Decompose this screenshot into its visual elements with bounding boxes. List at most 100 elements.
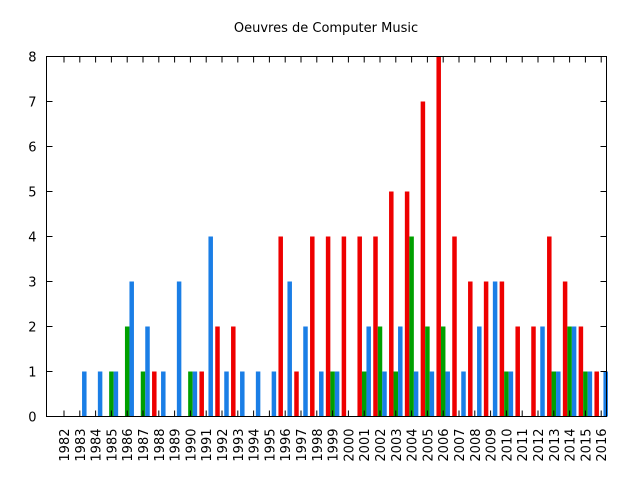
- bar-1995-series-3: [271, 371, 277, 417]
- x-tick-label: 1993: [232, 429, 247, 462]
- x-tick-label: 1991: [200, 429, 215, 462]
- bar-1997-series-3: [303, 326, 308, 417]
- x-tick-label: 2007: [453, 429, 468, 462]
- x-tick-label: 1994: [248, 429, 263, 462]
- y-axis: 0 1 2 3 4 5 6 7 8: [28, 51, 607, 426]
- bar-2000-series-1: [341, 236, 347, 417]
- x-tick-label: 2003: [390, 429, 405, 462]
- x-tick-label: 2012: [532, 429, 547, 462]
- chart-title: Oeuvres de Computer Music: [234, 21, 418, 36]
- bar-1999-series-1: [325, 236, 331, 417]
- x-tick-label: 1982: [58, 429, 73, 462]
- bar-2009-series-1: [483, 281, 489, 417]
- bar-1992-series-3: [224, 371, 229, 417]
- bar-1986-series-3: [129, 281, 134, 417]
- bar-2004-series-2: [409, 236, 414, 417]
- bar-1986-series-2: [124, 326, 130, 417]
- bars: [82, 56, 608, 417]
- bar-1997-series-1: [294, 371, 299, 417]
- plot-frame: [46, 56, 607, 417]
- bar-2005-series-3: [429, 371, 435, 417]
- bar-2006-series-2: [440, 326, 446, 417]
- bar-2009-series-3: [492, 281, 498, 417]
- bar-2003-series-1: [389, 191, 394, 417]
- bar-2002-series-2: [377, 326, 383, 417]
- bar-1989-series-3: [176, 281, 182, 417]
- bar-2010-series-3: [508, 371, 514, 417]
- x-tick-label: 2000: [342, 429, 357, 462]
- x-tick-label: 1995: [263, 429, 278, 462]
- bar-2011-series-1: [515, 326, 520, 417]
- bar-1999-series-3: [334, 371, 340, 417]
- x-tick-label: 2014: [564, 429, 579, 462]
- bar-2007-series-1: [452, 236, 457, 417]
- bar-2008-series-1: [468, 281, 473, 417]
- y-tick-label: 3: [28, 276, 36, 291]
- x-tick-label: 1997: [295, 429, 310, 462]
- y-tick-label: 0: [28, 411, 36, 426]
- bar-2003-series-3: [398, 326, 403, 417]
- y-tick-label: 4: [28, 231, 36, 246]
- x-tick-label: 2004: [406, 429, 421, 462]
- bar-2010-series-1: [499, 281, 505, 417]
- bar-1983-series-3: [82, 371, 87, 417]
- x-tick-label: 2008: [469, 429, 484, 462]
- bar-2008-series-3: [477, 326, 482, 417]
- bar-2001-series-2: [361, 371, 367, 417]
- bar-2006-series-3: [445, 371, 450, 417]
- bar-1996-series-3: [287, 281, 292, 417]
- x-tick-label: 2016: [595, 429, 610, 462]
- x-tick-label: 1985: [105, 429, 120, 462]
- bar-2013-series-3: [556, 371, 561, 417]
- bar-2013-series-2: [551, 371, 557, 417]
- bar-1993-series-3: [240, 371, 245, 417]
- y-tick-label: 7: [28, 96, 36, 111]
- bar-2014-series-2: [567, 326, 572, 417]
- bar-2016-series-3: [603, 371, 608, 417]
- x-tick-label: 1984: [90, 429, 105, 462]
- bar-1988-series-1: [152, 371, 157, 417]
- bar-2016-series-1: [594, 371, 599, 417]
- x-tick-label: 1989: [169, 429, 184, 462]
- bar-1987-series-2: [140, 371, 146, 417]
- bar-2007-series-3: [461, 371, 466, 417]
- y-tick-label: 2: [28, 321, 36, 336]
- bar-1991-series-3: [208, 236, 213, 417]
- y-tick-label: 1: [28, 366, 36, 381]
- bar-2006-series-1: [436, 56, 441, 417]
- x-tick-label: 2013: [548, 429, 563, 462]
- bar-2015-series-1: [578, 326, 584, 417]
- bar-2002-series-3: [382, 371, 387, 417]
- bar-2014-series-1: [562, 281, 568, 417]
- x-tick-label: 2005: [421, 429, 436, 462]
- bar-2005-series-1: [420, 101, 426, 417]
- bar-1998-series-3: [319, 371, 324, 417]
- x-tick-label: 2001: [358, 429, 373, 462]
- x-tick-label: 2009: [485, 429, 500, 462]
- bar-1998-series-1: [310, 236, 315, 417]
- bar-1996-series-1: [278, 236, 283, 417]
- bar-1994-series-3: [255, 371, 261, 417]
- x-tick-label: 2011: [516, 429, 531, 462]
- bar-1987-series-3: [145, 326, 150, 417]
- x-tick-label: 1998: [311, 429, 326, 462]
- bar-2004-series-1: [404, 191, 410, 417]
- bar-1992-series-1: [215, 326, 220, 417]
- bar-1985-series-3: [113, 371, 119, 417]
- bar-2015-series-3: [587, 371, 593, 417]
- x-tick-label: 2010: [500, 429, 515, 462]
- bar-1990-series-2: [188, 371, 193, 417]
- bar-2014-series-3: [571, 326, 577, 417]
- bar-2001-series-1: [357, 236, 362, 417]
- y-tick-label: 5: [28, 186, 36, 201]
- bar-2002-series-1: [373, 236, 378, 417]
- bar-2012-series-3: [540, 326, 545, 417]
- bar-2004-series-3: [413, 371, 419, 417]
- y-tick-label: 8: [28, 51, 36, 66]
- x-tick-label: 1992: [216, 429, 231, 462]
- bar-2003-series-2: [393, 371, 399, 417]
- bar-2012-series-1: [531, 326, 536, 417]
- y-tick-label: 6: [28, 141, 36, 156]
- x-tick-label: 2006: [437, 429, 452, 462]
- bar-2013-series-1: [547, 236, 552, 417]
